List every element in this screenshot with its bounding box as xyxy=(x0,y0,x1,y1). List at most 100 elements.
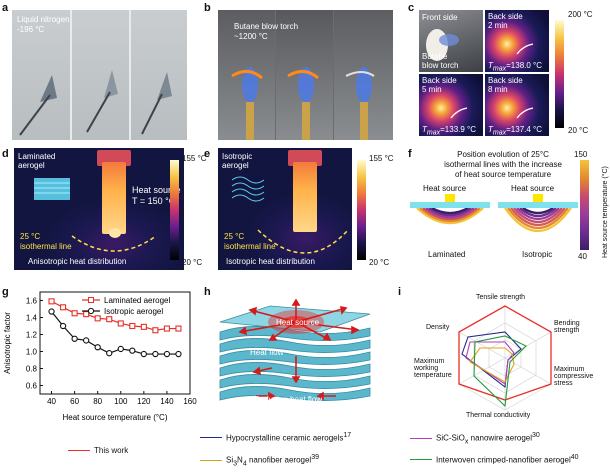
data-point xyxy=(163,350,171,358)
isotropic-block-icon xyxy=(498,202,578,208)
panel-e-iso-line: isothermal line xyxy=(224,242,276,251)
panel-c-front: Front side Butane blow torch xyxy=(419,10,483,72)
data-point xyxy=(140,323,147,330)
legend-hypocrystalline: Hypocrystalline ceramic aerogels17 xyxy=(200,432,351,443)
x-tick-label: 80 xyxy=(93,397,102,406)
legend-marker xyxy=(87,307,95,315)
radar-chart xyxy=(458,305,552,411)
panel-e-colorbar xyxy=(357,160,366,260)
data-point xyxy=(117,320,124,327)
panel-e-cbar-bottom: 20 °C xyxy=(369,258,390,267)
data-point xyxy=(59,322,67,330)
panel-d-caption: Anisotropic heat distribution xyxy=(28,257,127,266)
panel-h-reduce: Reducing heat flow xyxy=(254,395,323,404)
tile-8min-side: Back side xyxy=(488,76,523,85)
chart-ylabel: Anisotropic factor xyxy=(3,312,12,374)
series-interwoven xyxy=(473,335,527,408)
panel-e-iso-t: 25 °C xyxy=(224,232,245,241)
aerogel-strips-icon xyxy=(19,70,172,136)
data-point xyxy=(129,322,136,330)
series-hypocrystalline xyxy=(461,331,522,389)
data-point xyxy=(175,325,182,332)
panel-label-i: i xyxy=(398,286,402,298)
panel-d-colorbar xyxy=(170,160,179,260)
data-point xyxy=(106,316,113,323)
legend-swatch-hypocrystalline xyxy=(200,436,222,438)
series-sic-siox xyxy=(465,341,515,385)
legend-label-sic-siox: SiC-SiOx nanowire aerogel30 xyxy=(436,432,540,446)
panel-c-front-label: Front side xyxy=(422,13,458,22)
panel-c-colorbar xyxy=(555,20,564,128)
legend-label-hypocrystalline: Hypocrystalline ceramic aerogels17 xyxy=(226,432,352,443)
panel-b-temp: ~1200 °C xyxy=(234,32,268,41)
tile-8min-tmax: Tmax=137.4 °C xyxy=(488,125,543,136)
legend-swatch-this-work xyxy=(68,450,90,451)
panel-d-cbar-top: 155 °C xyxy=(182,154,207,163)
legend-si3n4: Si3N4 nanofiber aerogel39 xyxy=(200,454,319,467)
panel-e-aerogel: Isotropic aerogel xyxy=(222,152,253,170)
legend-swatch-interwoven xyxy=(410,458,432,460)
thermal-tile-2min: Back side 2 min Tmax=138.0 °C xyxy=(485,10,549,72)
data-point xyxy=(83,337,90,344)
y-tick-label: 1.4 xyxy=(26,314,38,323)
data-point xyxy=(117,345,124,353)
panel-d-aerogel: Laminated aerogel xyxy=(18,152,56,170)
panel-label-h: h xyxy=(204,286,211,298)
tile-2min-tmax: Tmax=138.0 °C xyxy=(488,61,543,72)
legend-interwoven: Interwoven crimped-nanofiber aerogel40 xyxy=(410,454,579,465)
anisotropic-factor-chart: 40 60 80 100 120 140 160 0.6 0.8 1.0 1.2 1.4 1.6 Lam… xyxy=(3,291,197,422)
panel-d-iso-t: 25 °C xyxy=(20,232,41,241)
panel-c-cbar-top: 200 °C xyxy=(568,10,593,19)
radar-axis-bending: Bending strength xyxy=(554,320,580,334)
panel-f-cbar-title: Heat source temperature (°C) xyxy=(602,166,609,258)
data-point xyxy=(106,350,113,357)
tile-5min-tmax: Tmax=133.9 °C xyxy=(422,125,477,136)
y-tick-label: 1.6 xyxy=(26,297,38,306)
thermal-tile-5min: Back side 5 min Tmax=133.9 °C xyxy=(419,74,483,136)
panel-f-isothermal-diagram xyxy=(410,194,578,233)
isothermal-arc-icon xyxy=(231,176,349,254)
panel-b-photo: Butane blow torch ~1200 °C xyxy=(218,10,393,140)
panel-label-b: b xyxy=(204,2,211,14)
panel-f-label-left: Laminated xyxy=(428,250,466,259)
legend-swatch-sic-siox xyxy=(410,438,432,440)
radar-axis-tensile: Tensile strength xyxy=(476,294,526,301)
radar-axis-working-temp: Maximum working temperature xyxy=(414,358,452,379)
panel-d-thermal: Laminated aerogel Heat source T = 150 °C… xyxy=(14,148,184,270)
panel-b-label: Butane blow torch xyxy=(234,22,299,31)
data-point xyxy=(48,298,55,305)
y-tick-label: 1.0 xyxy=(26,348,38,357)
panel-label-a: a xyxy=(2,2,9,14)
panel-c-cbar-bottom: 20 °C xyxy=(568,126,589,135)
panel-f-source-left: Heat source xyxy=(423,184,467,193)
panel-label-d: d xyxy=(2,148,9,160)
legend-label: Laminated aerogel xyxy=(104,296,170,305)
chart-frame xyxy=(39,291,191,395)
panel-f-label-right: Isotropic xyxy=(522,250,553,259)
data-point xyxy=(71,310,78,317)
panel-f-cbar-bottom: 40 xyxy=(578,252,587,261)
legend-label: Isotropic aerogel xyxy=(104,307,163,316)
panel-a-temp: -196 °C xyxy=(17,25,45,34)
data-point xyxy=(129,347,136,354)
radar-axis-thermal: Thermal conductivity xyxy=(466,412,531,419)
laminated-block-icon xyxy=(410,202,490,208)
x-tick-label: 100 xyxy=(114,397,128,406)
tile-8min-time: 8 min xyxy=(488,85,508,94)
legend-sic-siox: SiC-SiOx nanowire aerogel30 xyxy=(410,432,540,445)
data-point xyxy=(163,325,170,332)
x-tick-label: 60 xyxy=(70,397,79,406)
data-point xyxy=(152,350,159,358)
panel-d-source-t: T = 150 °C xyxy=(132,196,176,206)
series-this-work xyxy=(458,305,552,401)
panel-f-cbar-top: 150 xyxy=(574,150,588,159)
tile-2min-time: 2 min xyxy=(488,21,508,30)
legend-swatch-si3n4 xyxy=(200,460,222,462)
panel-label-f: f xyxy=(408,148,412,160)
legend-label-interwoven: Interwoven crimped-nanofiber aerogel40 xyxy=(436,454,579,465)
panel-h-layers-diagram xyxy=(219,298,371,401)
panel-a-photo: Liquid nitrogen -196 °C xyxy=(12,10,187,140)
panel-label-e: e xyxy=(204,148,211,160)
y-tick-label: 1.2 xyxy=(26,331,38,340)
data-point xyxy=(175,350,182,358)
